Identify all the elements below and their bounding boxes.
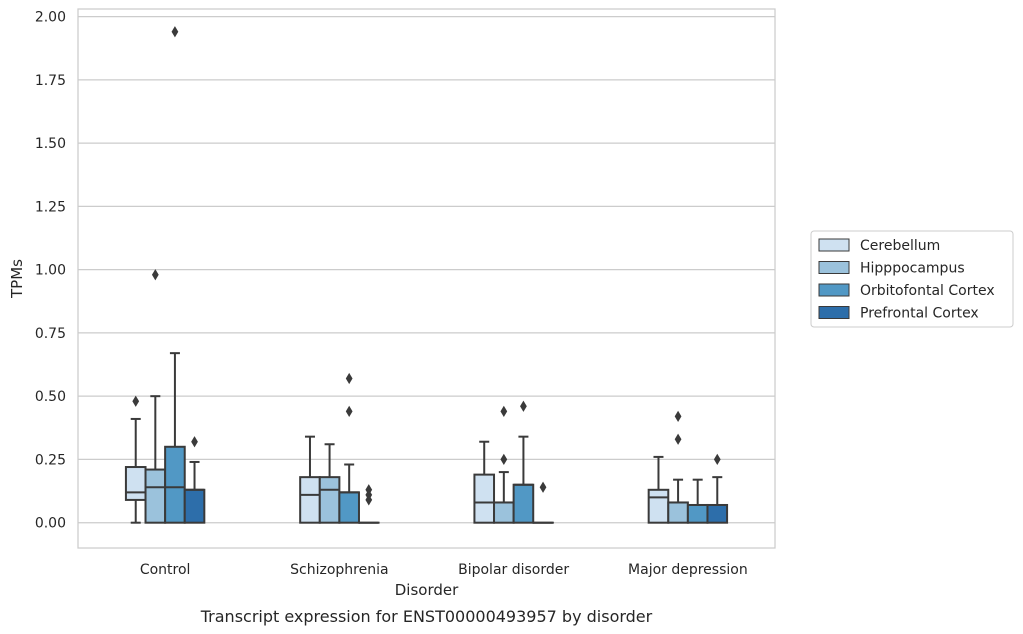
plot-frame <box>77 8 776 549</box>
legend: Cerebellum Hipppocampus Orbitofontal Corte… <box>810 230 1014 328</box>
box-iqr <box>493 501 515 524</box>
y-tick-label: 1.75 <box>35 73 66 89</box>
box-iqr <box>299 476 321 524</box>
y-tick-label: 0.00 <box>35 516 66 532</box>
outlier-point <box>500 453 508 466</box>
outlier-point <box>674 410 682 423</box>
outlier-point <box>171 26 179 38</box>
x-tick-label: Control <box>140 562 191 578</box>
box-prefrontal-cortex <box>183 436 206 524</box>
y-tick-label: 0.25 <box>35 452 66 468</box>
x-tick-label: Major depression <box>628 562 748 578</box>
box-orbitofontal-cortex <box>512 400 535 524</box>
legend-item: Cerebellum <box>818 238 940 254</box>
legend-swatch <box>818 306 850 319</box>
box-group-control <box>124 26 206 524</box>
x-axis-title: Disorder <box>395 581 459 599</box>
y-tick-label: 1.50 <box>35 136 66 152</box>
outlier-point <box>674 433 682 445</box>
legend-swatch <box>818 261 850 274</box>
box-hipppocampus <box>493 405 515 524</box>
box-orbitofontal-cortex <box>338 372 360 524</box>
box-iqr <box>512 483 535 524</box>
box-iqr <box>183 488 206 524</box>
box-group-bipolar-disorder <box>473 400 554 524</box>
legend-swatch <box>818 283 850 297</box>
y-tick-label: 2.00 <box>35 10 66 26</box>
y-axis-ticks: 0.00 0.25 0.50 0.75 1.00 1.25 1.50 1.75 2.00 <box>35 10 66 532</box>
box-iqr <box>667 501 689 524</box>
y-axis-title: TPMs <box>8 259 26 299</box>
y-tick-label: 0.50 <box>35 389 66 405</box>
box-iqr <box>338 491 360 524</box>
outlier-point <box>539 481 547 493</box>
outlier-point <box>345 372 353 385</box>
box-cerebellum <box>647 455 670 524</box>
legend-label: Orbitofontal Cortex <box>860 283 995 299</box>
outlier-point <box>713 453 721 466</box>
legend-item: Hipppocampus <box>818 261 965 277</box>
box-iqr <box>144 468 167 524</box>
grid-lines <box>78 15 775 524</box>
legend-item: Prefrontal Cortex <box>818 306 979 322</box>
box-cerebellum <box>299 435 321 524</box>
box-prefrontal-cortex <box>357 484 380 524</box>
x-axis-ticks: Control Schizophrenia Bipolar disorder Majo… <box>140 562 748 578</box>
outlier-point <box>132 395 140 407</box>
legend-label: Prefrontal Cortex <box>860 306 979 322</box>
outlier-point <box>365 484 373 496</box>
box-orbitofontal-cortex <box>686 478 709 524</box>
y-tick-label: 0.75 <box>35 326 66 342</box>
outlier-point <box>151 269 159 281</box>
outlier-point <box>191 436 198 448</box>
legend-swatch <box>818 238 850 252</box>
box-hipppocampus <box>667 410 689 524</box>
box-iqr <box>124 466 147 501</box>
outlier-point <box>520 400 527 412</box>
box-cerebellum <box>473 440 496 524</box>
box-groups <box>124 26 729 524</box>
legend-frame <box>810 230 1014 328</box>
box-group-major-depression <box>647 410 729 524</box>
outlier-point <box>500 405 508 417</box>
box-iqr <box>164 445 186 524</box>
box-hipppocampus <box>318 443 341 524</box>
box-prefrontal-cortex <box>532 481 554 524</box>
chart-caption: Transcript expression for ENST0000049395… <box>200 607 653 626</box>
box-iqr <box>686 503 709 524</box>
legend-item: Orbitofontal Cortex <box>818 283 995 299</box>
y-tick-label: 1.25 <box>35 199 66 215</box>
box-orbitofontal-cortex <box>164 26 186 524</box>
legend-label: Cerebellum <box>860 238 940 254</box>
outlier-point <box>345 405 353 417</box>
box-iqr <box>706 503 729 524</box>
x-tick-label: Schizophrenia <box>290 562 388 578</box>
box-iqr <box>473 473 496 524</box>
y-tick-label: 1.00 <box>35 263 66 279</box>
box-iqr <box>318 476 341 524</box>
legend-label: Hipppocampus <box>860 261 965 277</box>
box-cerebellum <box>124 395 147 524</box>
box-group-schizophrenia <box>299 372 380 524</box>
box-prefrontal-cortex <box>706 453 729 524</box>
box-iqr <box>647 488 670 524</box>
x-tick-label: Bipolar disorder <box>458 562 569 578</box>
